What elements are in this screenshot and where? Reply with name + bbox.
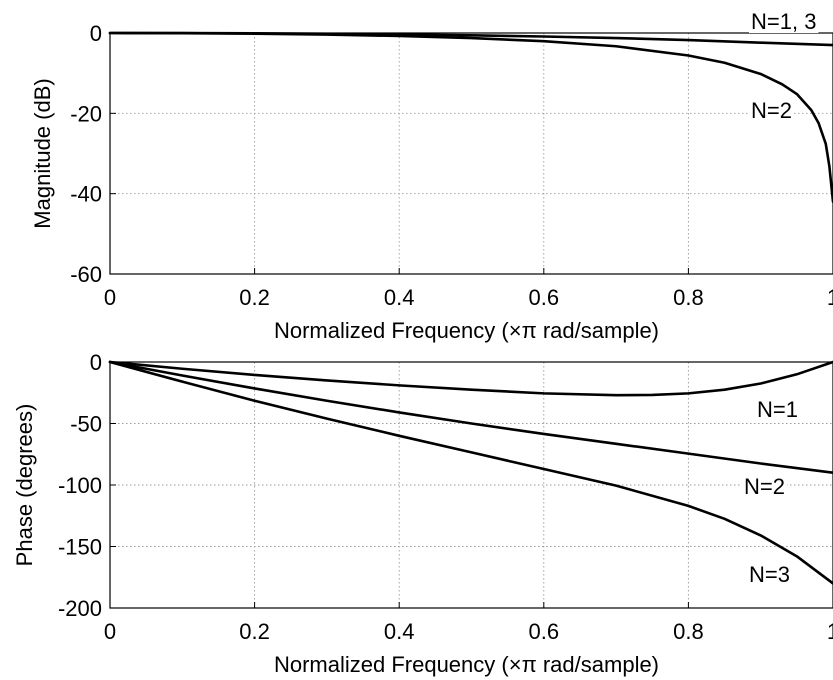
x-tick-label: 1 (827, 619, 833, 644)
curve-label-backdrop (755, 398, 800, 421)
curve-label-backdrop (749, 10, 819, 33)
y-tick-label: 0 (90, 21, 102, 46)
y-tick-label: -200 (58, 596, 102, 621)
x-tick-label: 0.4 (384, 619, 415, 644)
x-tick-label: 0.8 (673, 285, 704, 310)
plot-frame (109, 32, 833, 275)
magnitude-plot: 0 0.2 0.4 0.6 0.8 1 0 -20 -40 -60 N=1, 3 N=2 Normali… (30, 9, 833, 343)
curve-label: N=2 (744, 474, 785, 499)
x-axis-label: Normalized Frequency (×π rad/sample) (274, 652, 659, 677)
curve-label: N=1 (757, 397, 798, 422)
x-tick-label: 0.2 (239, 619, 270, 644)
phase-plot: 0 0.2 0.4 0.6 0.8 1 0 -50 -100 -150 -200 N=1 N=2 N=3 N… (12, 350, 833, 677)
series-line (108, 360, 833, 397)
x-tick-label: 0.8 (673, 619, 704, 644)
series-line (108, 31, 833, 203)
curve-label-backdrop (742, 475, 787, 498)
y-axis-label: Magnitude (dB) (30, 78, 55, 228)
series-line (108, 360, 833, 585)
x-tick-label: 0.6 (529, 619, 560, 644)
curve-label-backdrop (747, 563, 792, 586)
y-tick-label: -150 (58, 535, 102, 560)
x-tick-label: 0 (104, 285, 116, 310)
x-tick-label: 0 (104, 619, 116, 644)
series-line (108, 360, 833, 474)
curve-label: N=1, 3 (751, 9, 816, 34)
x-tick-label: 1 (827, 285, 833, 310)
x-tick-label: 0.2 (239, 285, 270, 310)
x-tick-label: 0.6 (529, 285, 560, 310)
y-tick-label: 0 (90, 350, 102, 375)
x-axis-label: Normalized Frequency (×π rad/sample) (274, 318, 659, 343)
curve-label-backdrop (749, 99, 794, 122)
curve-label: N=3 (749, 562, 790, 587)
y-tick-label: -60 (70, 262, 102, 287)
y-tick-label: -20 (70, 101, 102, 126)
y-axis-label: Phase (degrees) (12, 404, 37, 567)
y-tick-label: -50 (70, 412, 102, 437)
y-tick-label: -40 (70, 182, 102, 207)
y-tick-label: -100 (58, 473, 102, 498)
x-tick-label: 0.4 (384, 285, 415, 310)
curve-label: N=2 (751, 98, 792, 123)
